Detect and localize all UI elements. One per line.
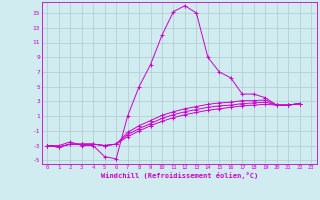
X-axis label: Windchill (Refroidissement éolien,°C): Windchill (Refroidissement éolien,°C) (100, 172, 258, 179)
